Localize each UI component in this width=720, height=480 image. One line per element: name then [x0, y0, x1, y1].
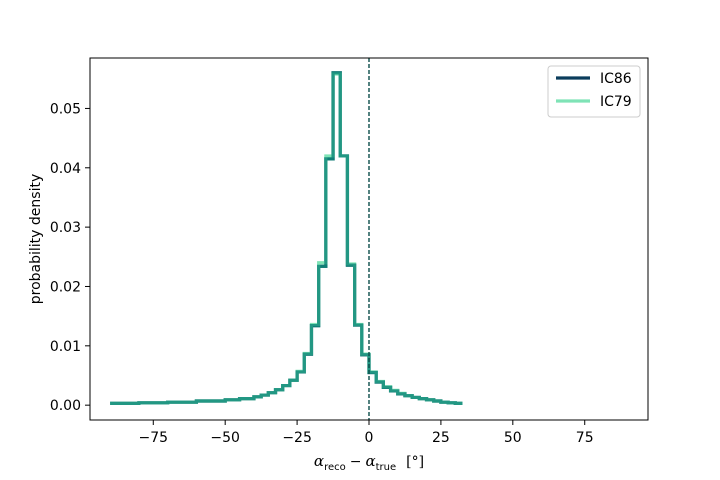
x-tick-label: −75 — [139, 430, 169, 446]
y-tick-label: 0.04 — [50, 161, 81, 177]
y-tick-label: 0.02 — [50, 279, 81, 295]
legend: IC86 IC79 — [547, 65, 641, 118]
y-tick-label: 0.01 — [50, 339, 81, 355]
x-tick-label: 25 — [432, 430, 450, 446]
x-axis-label: αreco − αtrue [°] — [314, 452, 424, 473]
x-tick-label: 0 — [365, 430, 374, 446]
x-tick-label: 50 — [504, 430, 522, 446]
legend-label-ic79: IC79 — [600, 94, 632, 110]
x-tick-label: −50 — [210, 430, 240, 446]
y-tick-label: 0.00 — [50, 398, 81, 414]
y-tick-label: 0.05 — [50, 101, 81, 117]
series-layer — [110, 71, 463, 405]
y-tick-label: 0.03 — [50, 220, 81, 236]
y-axis-ticks: 0.00 0.01 0.02 0.03 0.04 0.05 — [50, 101, 90, 414]
y-axis-label: probability density — [28, 174, 44, 304]
x-axis-ticks: −75 −50 −25 0 25 50 75 — [139, 420, 594, 446]
x-tick-label: 75 — [576, 430, 594, 446]
series-overlap-line — [110, 71, 463, 405]
legend-label-ic86: IC86 — [600, 71, 632, 87]
x-tick-label: −25 — [282, 430, 312, 446]
